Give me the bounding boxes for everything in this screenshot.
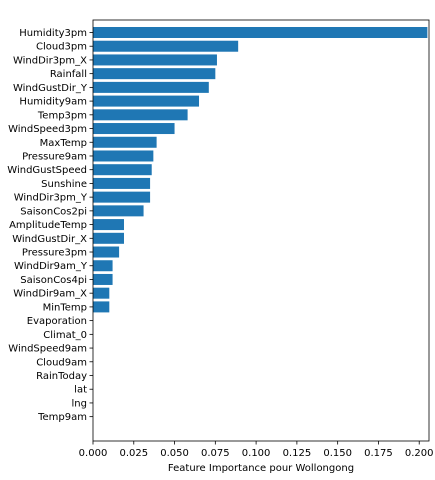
x-tick-label: 0.200	[405, 448, 434, 459]
bar	[93, 232, 124, 244]
bar	[93, 54, 217, 66]
y-tick-label: WindGustDir_Y	[13, 83, 88, 94]
y-tick-label: RainToday	[36, 371, 87, 382]
bar	[93, 273, 113, 285]
bar	[93, 109, 188, 121]
y-tick-label: Cloud9am	[36, 357, 87, 368]
y-tick-label: Pressure9am	[22, 151, 87, 162]
y-tick-label: Cloud3pm	[36, 42, 87, 53]
x-tick-label: 0.075	[201, 448, 230, 459]
bar	[93, 191, 151, 203]
plot-frame	[92, 19, 430, 442]
y-tick-label: MinTemp	[43, 302, 87, 313]
y-tick-label: Temp3pm	[37, 110, 87, 121]
y-tick-label: Pressure3pm	[22, 248, 87, 259]
x-tick-label: 0.175	[364, 448, 393, 459]
y-tick-label: Evaporation	[27, 316, 87, 327]
y-tick-label: WindDir3pm_Y	[14, 193, 88, 204]
y-tick-label: WindDir9am_Y	[14, 261, 88, 272]
y-tick-label: AmplitudeTemp	[9, 220, 87, 231]
y-tick-label: WindSpeed3pm	[8, 124, 87, 135]
x-tick-label: 0.000	[79, 448, 108, 459]
x-tick-label: 0.025	[119, 448, 148, 459]
y-tick-label: Humidity3pm	[19, 28, 87, 39]
bar	[93, 40, 239, 52]
x-ticks: 0.000 0.025 0.050 0.075 0.100 0.125 0.150 0.175…	[79, 441, 434, 459]
y-tick-label: SaisonCos2pi	[20, 206, 87, 217]
y-tick-label: WindGustDir_X	[12, 234, 87, 245]
bar	[93, 205, 144, 217]
y-tick-labels: Humidity3pm Cloud3pm WindDir3pm_X Rainfall W…	[7, 28, 93, 423]
bar	[93, 81, 209, 93]
bar	[93, 177, 151, 189]
y-tick-label: Humidity9am	[19, 97, 87, 108]
x-tick-label: 0.050	[160, 448, 189, 459]
y-tick-label: Sunshine	[41, 179, 87, 190]
x-tick-label: 0.150	[323, 448, 352, 459]
y-tick-label: lng	[72, 398, 87, 409]
y-tick-label: Temp9am	[37, 412, 87, 423]
bar	[93, 123, 175, 135]
y-tick-label: Climat_0	[43, 330, 87, 341]
y-tick-label: MaxTemp	[40, 138, 87, 149]
bar	[93, 136, 157, 148]
y-tick-label: lat	[74, 385, 87, 396]
bar	[93, 95, 200, 107]
x-tick-label: 0.125	[283, 448, 312, 459]
bars-group	[93, 27, 428, 313]
bar	[93, 68, 216, 80]
y-tick-label: WindGustSpeed	[7, 165, 87, 176]
bar	[93, 287, 110, 299]
y-tick-label: Rainfall	[50, 69, 87, 80]
bar	[93, 301, 110, 313]
y-tick-label: WindDir3pm_X	[13, 55, 87, 66]
bar	[93, 150, 154, 162]
bar	[93, 219, 124, 231]
bar	[93, 27, 428, 38]
bar	[93, 246, 120, 258]
y-tick-label: SaisonCos4pi	[20, 275, 87, 286]
y-tick-label: WindDir9am_X	[13, 289, 87, 300]
y-tick-label: WindSpeed9am	[8, 344, 87, 355]
bar	[93, 164, 152, 176]
x-tick-label: 0.100	[242, 448, 271, 459]
bar	[93, 260, 113, 272]
x-axis-label: Feature Importance pour Wollongong	[168, 463, 354, 474]
